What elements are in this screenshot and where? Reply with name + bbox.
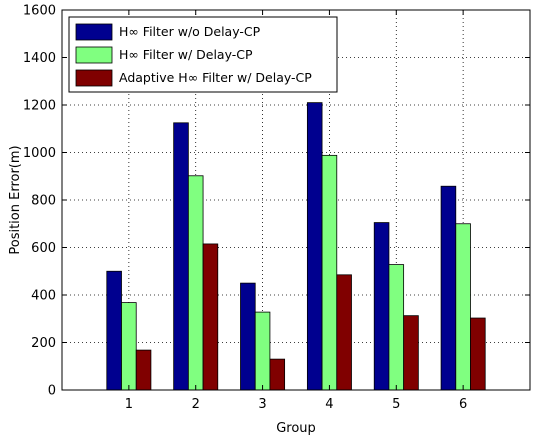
bar-series-2-group-2 [187, 175, 204, 391]
bar-series-2-group-1 [121, 302, 137, 391]
y-axis-title: Position Error(m) [8, 145, 23, 254]
legend-box [68, 16, 338, 93]
x-tick-label: 3 [258, 397, 266, 412]
legend: H∞ Filter w/o Delay-CP H∞ Filter w/ Delay… [68, 16, 338, 93]
x-tick-label: 2 [192, 397, 200, 412]
bar-series-3-group-1 [135, 349, 152, 391]
x-tick-label: 5 [392, 397, 400, 412]
y-tick-label: 0 [48, 384, 56, 399]
x-axis-ticks: 1 2 3 4 5 6 [125, 10, 467, 412]
x-tick-label: 6 [459, 397, 467, 412]
bar-series-1-group-5 [373, 222, 390, 391]
y-tick-label: 1600 [23, 4, 56, 19]
bars [106, 102, 486, 391]
bar-series-2-group-4 [321, 154, 338, 391]
bar-series-3-group-3 [269, 358, 286, 391]
y-tick-label: 600 [31, 241, 56, 256]
bar-series-2-group-5 [388, 264, 405, 391]
x-axis-title: Group [276, 421, 316, 436]
bar-series-1-group-6 [440, 185, 457, 391]
bar-series-3-group-4 [336, 274, 352, 391]
bar-series-2-group-3 [254, 311, 271, 391]
legend-swatch [75, 23, 113, 41]
y-tick-label: 200 [31, 336, 56, 351]
y-tick-label: 1400 [23, 51, 56, 66]
bar-series-1-group-3 [240, 282, 256, 391]
y-tick-label: 800 [31, 194, 56, 209]
legend-label: H∞ Filter w/ Delay-CP [119, 47, 253, 62]
legend-label: Adaptive H∞ Filter w/ Delay-CP [119, 70, 312, 85]
y-tick-label: 1000 [23, 146, 56, 161]
x-tick-label: 4 [325, 397, 333, 412]
bar-series-1-group-4 [306, 102, 323, 391]
bar-series-3-group-6 [470, 317, 486, 391]
bar-series-3-group-2 [202, 243, 219, 391]
legend-swatch [75, 46, 113, 64]
legend-swatch [75, 69, 113, 87]
x-tick-label: 1 [125, 397, 133, 412]
y-axis-ticks: 0 200 400 600 800 1000 1200 1400 1600 [23, 4, 530, 399]
bar-series-1-group-1 [106, 270, 122, 391]
bar-series-3-group-5 [403, 315, 419, 391]
bar-series-1-group-2 [173, 122, 189, 391]
legend-label: H∞ Filter w/o Delay-CP [119, 24, 261, 39]
bar-series-2-group-6 [455, 223, 471, 391]
y-tick-label: 400 [31, 289, 56, 304]
y-tick-label: 1200 [23, 99, 56, 114]
